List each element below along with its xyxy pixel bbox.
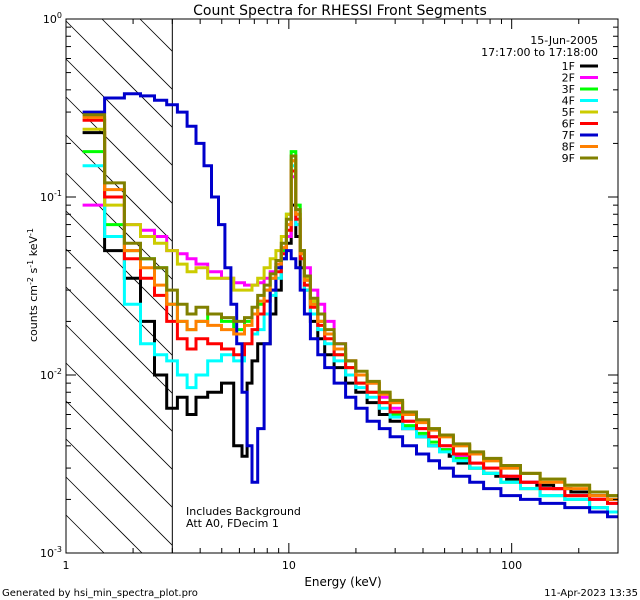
legend-label-2f: 2F bbox=[562, 72, 575, 85]
series-1f bbox=[82, 131, 618, 501]
hatch-stroke bbox=[65, 210, 173, 318]
y-axis-label-exp-kev: -1 bbox=[26, 228, 35, 236]
hatch-stroke bbox=[65, 514, 105, 554]
hatch-stroke bbox=[101, 18, 173, 90]
plot-frame bbox=[65, 18, 619, 554]
y-tick-label: 10-1 bbox=[40, 189, 62, 204]
hatch-stroke bbox=[139, 18, 173, 52]
hatch-stroke bbox=[65, 400, 173, 508]
hatch-stroke bbox=[65, 324, 173, 432]
time-range-label: 17:17:00 to 17:18:00 bbox=[481, 46, 598, 59]
series-9f bbox=[82, 113, 618, 498]
hatch-stroke bbox=[65, 58, 173, 166]
series-5f bbox=[82, 127, 618, 498]
chart-title: Count Spectra for RHESSI Front Segments bbox=[193, 3, 487, 19]
y-tick-label: 10-3 bbox=[40, 545, 62, 560]
hatch-stroke bbox=[65, 286, 173, 394]
y-tick-label: 10-2 bbox=[40, 367, 62, 382]
annotation-background: Includes Background bbox=[186, 505, 301, 518]
legend-label-5f: 5F bbox=[562, 106, 575, 119]
x-tick-label: 10 bbox=[282, 559, 296, 572]
annotation-attenuator: Att A0, FDecim 1 bbox=[186, 517, 279, 530]
x-axis-label: Energy (keV) bbox=[304, 575, 381, 589]
legend-label-6f: 6F bbox=[562, 118, 575, 131]
legend-label-7f: 7F bbox=[562, 129, 575, 142]
footer-generator: Generated by hsi_min_spectra_plot.pro bbox=[2, 588, 198, 599]
y-axis-label-kev: keV bbox=[27, 236, 40, 260]
legend-label-3f: 3F bbox=[562, 83, 575, 96]
hatch-stroke bbox=[65, 476, 143, 554]
x-tick-label: 1 bbox=[63, 559, 70, 572]
y-axis-label-s: s bbox=[27, 267, 40, 276]
legend-label-1f: 1F bbox=[562, 60, 575, 73]
series-3f bbox=[82, 150, 618, 514]
series-6f bbox=[82, 118, 618, 505]
y-axis-label-exp-cm: -2 bbox=[26, 277, 35, 285]
legend-label-8f: 8F bbox=[562, 141, 575, 154]
hatch-stroke bbox=[65, 20, 173, 128]
hatch-stroke bbox=[65, 96, 173, 204]
y-axis-label: counts cm-2 s-1 keV-1 bbox=[26, 228, 40, 342]
legend-label-9f: 9F bbox=[562, 152, 575, 165]
series-2f bbox=[82, 175, 618, 505]
footer-timestamp: 11-Apr-2023 13:35 bbox=[544, 588, 638, 599]
hatch-stroke bbox=[65, 362, 173, 470]
y-tick-label: 100 bbox=[43, 11, 62, 26]
date-label: 15-Jun-2005 bbox=[530, 34, 598, 47]
hatch-stroke bbox=[65, 438, 173, 546]
series-7f bbox=[82, 92, 618, 519]
x-tick-label: 100 bbox=[501, 559, 522, 572]
y-axis-label-text: counts cm bbox=[27, 285, 40, 342]
legend-label-4f: 4F bbox=[562, 95, 575, 108]
y-axis-label-exp-s: -1 bbox=[26, 260, 35, 268]
hatch-stroke bbox=[65, 248, 173, 356]
